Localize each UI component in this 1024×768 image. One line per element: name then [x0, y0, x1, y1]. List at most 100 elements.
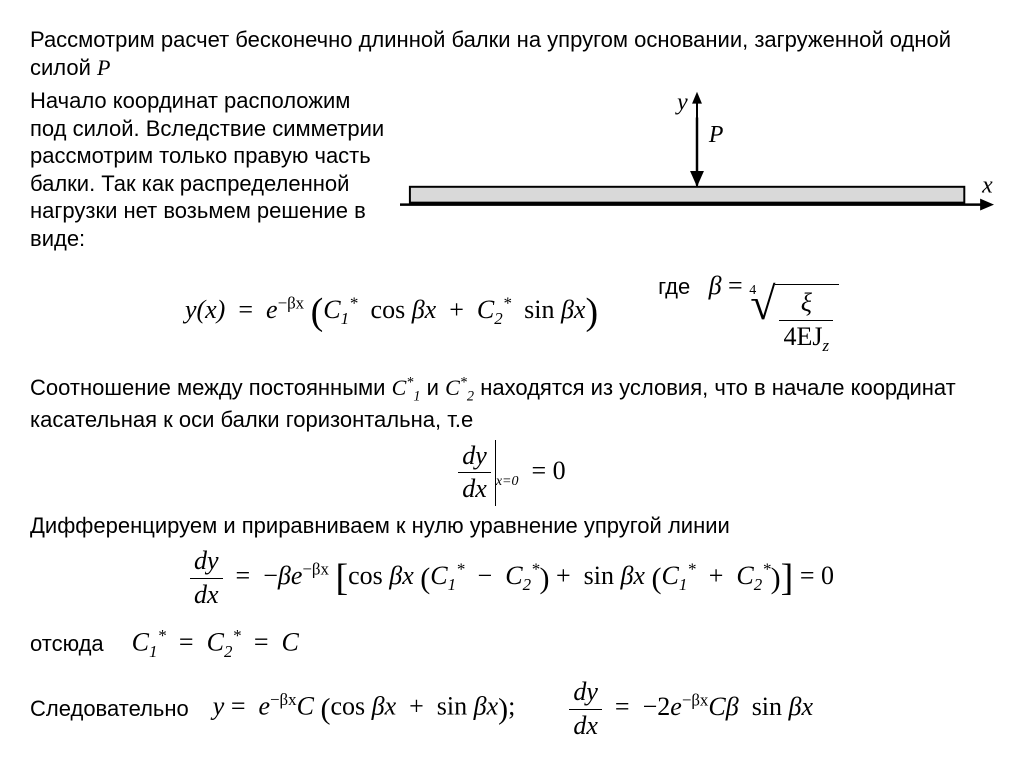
eq1-e: e [266, 295, 278, 324]
eq3-c1: C [430, 561, 447, 590]
eq6-beta: β [726, 692, 739, 721]
equation-3: dy dx = −βe−βx [cos βx (C1* − C2*) + sin… [30, 545, 994, 611]
equation-1-where: где β = 4 √ ξ 4EJz [658, 270, 839, 356]
eq1-bx2: βx [561, 295, 586, 324]
eq1-c1sub: 1 [341, 309, 349, 328]
equation-2: dy dx x=0 = 0 [30, 440, 994, 506]
eq1-lhs: y(x) [185, 295, 225, 324]
eq4-c2: C [207, 628, 224, 657]
eq5-bx2: βx [474, 692, 499, 721]
eq3-c2bsup: * [762, 559, 770, 578]
eq5-sin: sin [437, 692, 467, 721]
eq3-zero: = 0 [800, 561, 834, 590]
beam-diagram: y P x [400, 87, 994, 247]
eq1-z: z [822, 336, 829, 355]
eq6-dy: dy [569, 676, 602, 710]
eq1-cos: cos [371, 295, 406, 324]
eq1-sin: sin [524, 295, 554, 324]
para5-text: отсюда [30, 630, 104, 658]
eq4-c2sup: * [232, 626, 240, 645]
c2lbl-sub: 2 [467, 388, 474, 404]
eq1-bx1: βx [412, 295, 437, 324]
eq3-e: e [291, 561, 303, 590]
para-4: Дифференцируем и приравниваем к нулю ура… [30, 512, 994, 540]
eq1-c1: C [323, 295, 340, 324]
eq1-where: где [658, 274, 690, 299]
eq5-cos: cos [330, 692, 365, 721]
c1lbl: C [392, 375, 407, 400]
eq2-dy: dy [458, 440, 491, 474]
eq3-minus: − [263, 561, 278, 590]
eq4-c: C [282, 628, 299, 657]
eq1-c2sup: * [503, 294, 511, 313]
para4-text: Дифференцируем и приравниваем к нулю ура… [30, 513, 730, 538]
eq3-minus2: − [478, 561, 493, 590]
eq6-eq: = [615, 692, 630, 721]
eq1-beta: β [709, 271, 722, 300]
eq3-bx1: βx [389, 561, 414, 590]
para-6-row: Следовательно y = e−βxC (cos βx + sin βx… [30, 676, 994, 742]
eq2-at: x=0 [496, 474, 519, 489]
eq1-eq: = [238, 295, 253, 324]
eq1-c2sub: 2 [494, 309, 502, 328]
c2lbl-sup: * [460, 374, 467, 390]
eq5-semi: ; [508, 692, 515, 721]
eq3-cos: cos [348, 561, 383, 590]
para-2: Начало координат расположим под силой. В… [30, 87, 400, 252]
eq5-y: y [213, 692, 225, 721]
c2lbl: C [445, 375, 460, 400]
eq3-pow: −βx [302, 559, 329, 578]
eq3-plus: + [556, 561, 571, 590]
para-1-P: P [97, 55, 110, 80]
para-5-row: отсюда C1* = C2* = C [30, 625, 994, 662]
para-1: Рассмотрим расчет бесконечно длинной бал… [30, 26, 994, 81]
top-block: Начало координат расположим под силой. В… [30, 87, 994, 252]
para6-text: Следовательно [30, 695, 189, 723]
equation-5: y = e−βxC (cos βx + sin βx); [213, 689, 516, 728]
eq3-c1sub: 1 [448, 575, 456, 594]
para-2-text: Начало координат расположим под силой. В… [30, 88, 384, 251]
axis-y-label: y [675, 90, 688, 116]
eq6-dx: dx [569, 710, 602, 743]
eq5-plus: + [409, 692, 424, 721]
eq3-c2b: C [736, 561, 753, 590]
eq1-pow: −βx [278, 294, 305, 313]
beam-svg: y P x [400, 87, 994, 247]
axis-x-label: x [981, 173, 993, 199]
eq3-beta: β [278, 561, 291, 590]
eq3-dx: dx [190, 579, 223, 612]
eq1-plus: + [449, 295, 464, 324]
eq1-xi: ξ [779, 287, 833, 321]
eq3-c2bsub: 2 [754, 575, 762, 594]
force-label: P [708, 122, 724, 148]
eq6-pow: −βx [682, 690, 709, 709]
equation-6: dy dx = −2e−βxCβ sin βx [569, 676, 813, 742]
para-1-text: Рассмотрим расчет бесконечно длинной бал… [30, 27, 951, 80]
eq1-den: 4EJ [783, 322, 822, 351]
eq3-c1bsup: * [687, 559, 695, 578]
eq2-eq: = 0 [532, 456, 566, 485]
eq3-c1bsub: 1 [679, 575, 687, 594]
eq3-c1sup: * [456, 559, 464, 578]
eq2-dx: dx [458, 473, 491, 506]
eq5-e: e [258, 692, 270, 721]
para3-b: и [421, 375, 446, 400]
c1lbl-sub: 1 [413, 388, 420, 404]
para-3: Соотношение между постоянными C*1 и C*2 … [30, 374, 994, 434]
eq4-eq1: = [179, 628, 194, 657]
eq3-c2a: C [505, 561, 522, 590]
eq6-C: C [708, 692, 725, 721]
eq6-bx: βx [789, 692, 814, 721]
eq1-c1sup: * [349, 294, 357, 313]
eq4-c1sup: * [157, 626, 165, 645]
eq4-eq2: = [254, 628, 269, 657]
eq3-dy: dy [190, 545, 223, 579]
equation-1-row: y(x) = e−βx (C1* cos βx + C2* sin βx) гд… [30, 270, 994, 356]
eq5-eq: = [231, 692, 246, 721]
eq3-c2asub: 2 [523, 575, 531, 594]
eq6-sin: sin [752, 692, 782, 721]
eq3-plus2: + [709, 561, 724, 590]
para3-a: Соотношение между постоянными [30, 375, 392, 400]
equation-1: y(x) = e−βx (C1* cos βx + C2* sin βx) [185, 289, 598, 337]
eq6-m: −2 [643, 692, 671, 721]
